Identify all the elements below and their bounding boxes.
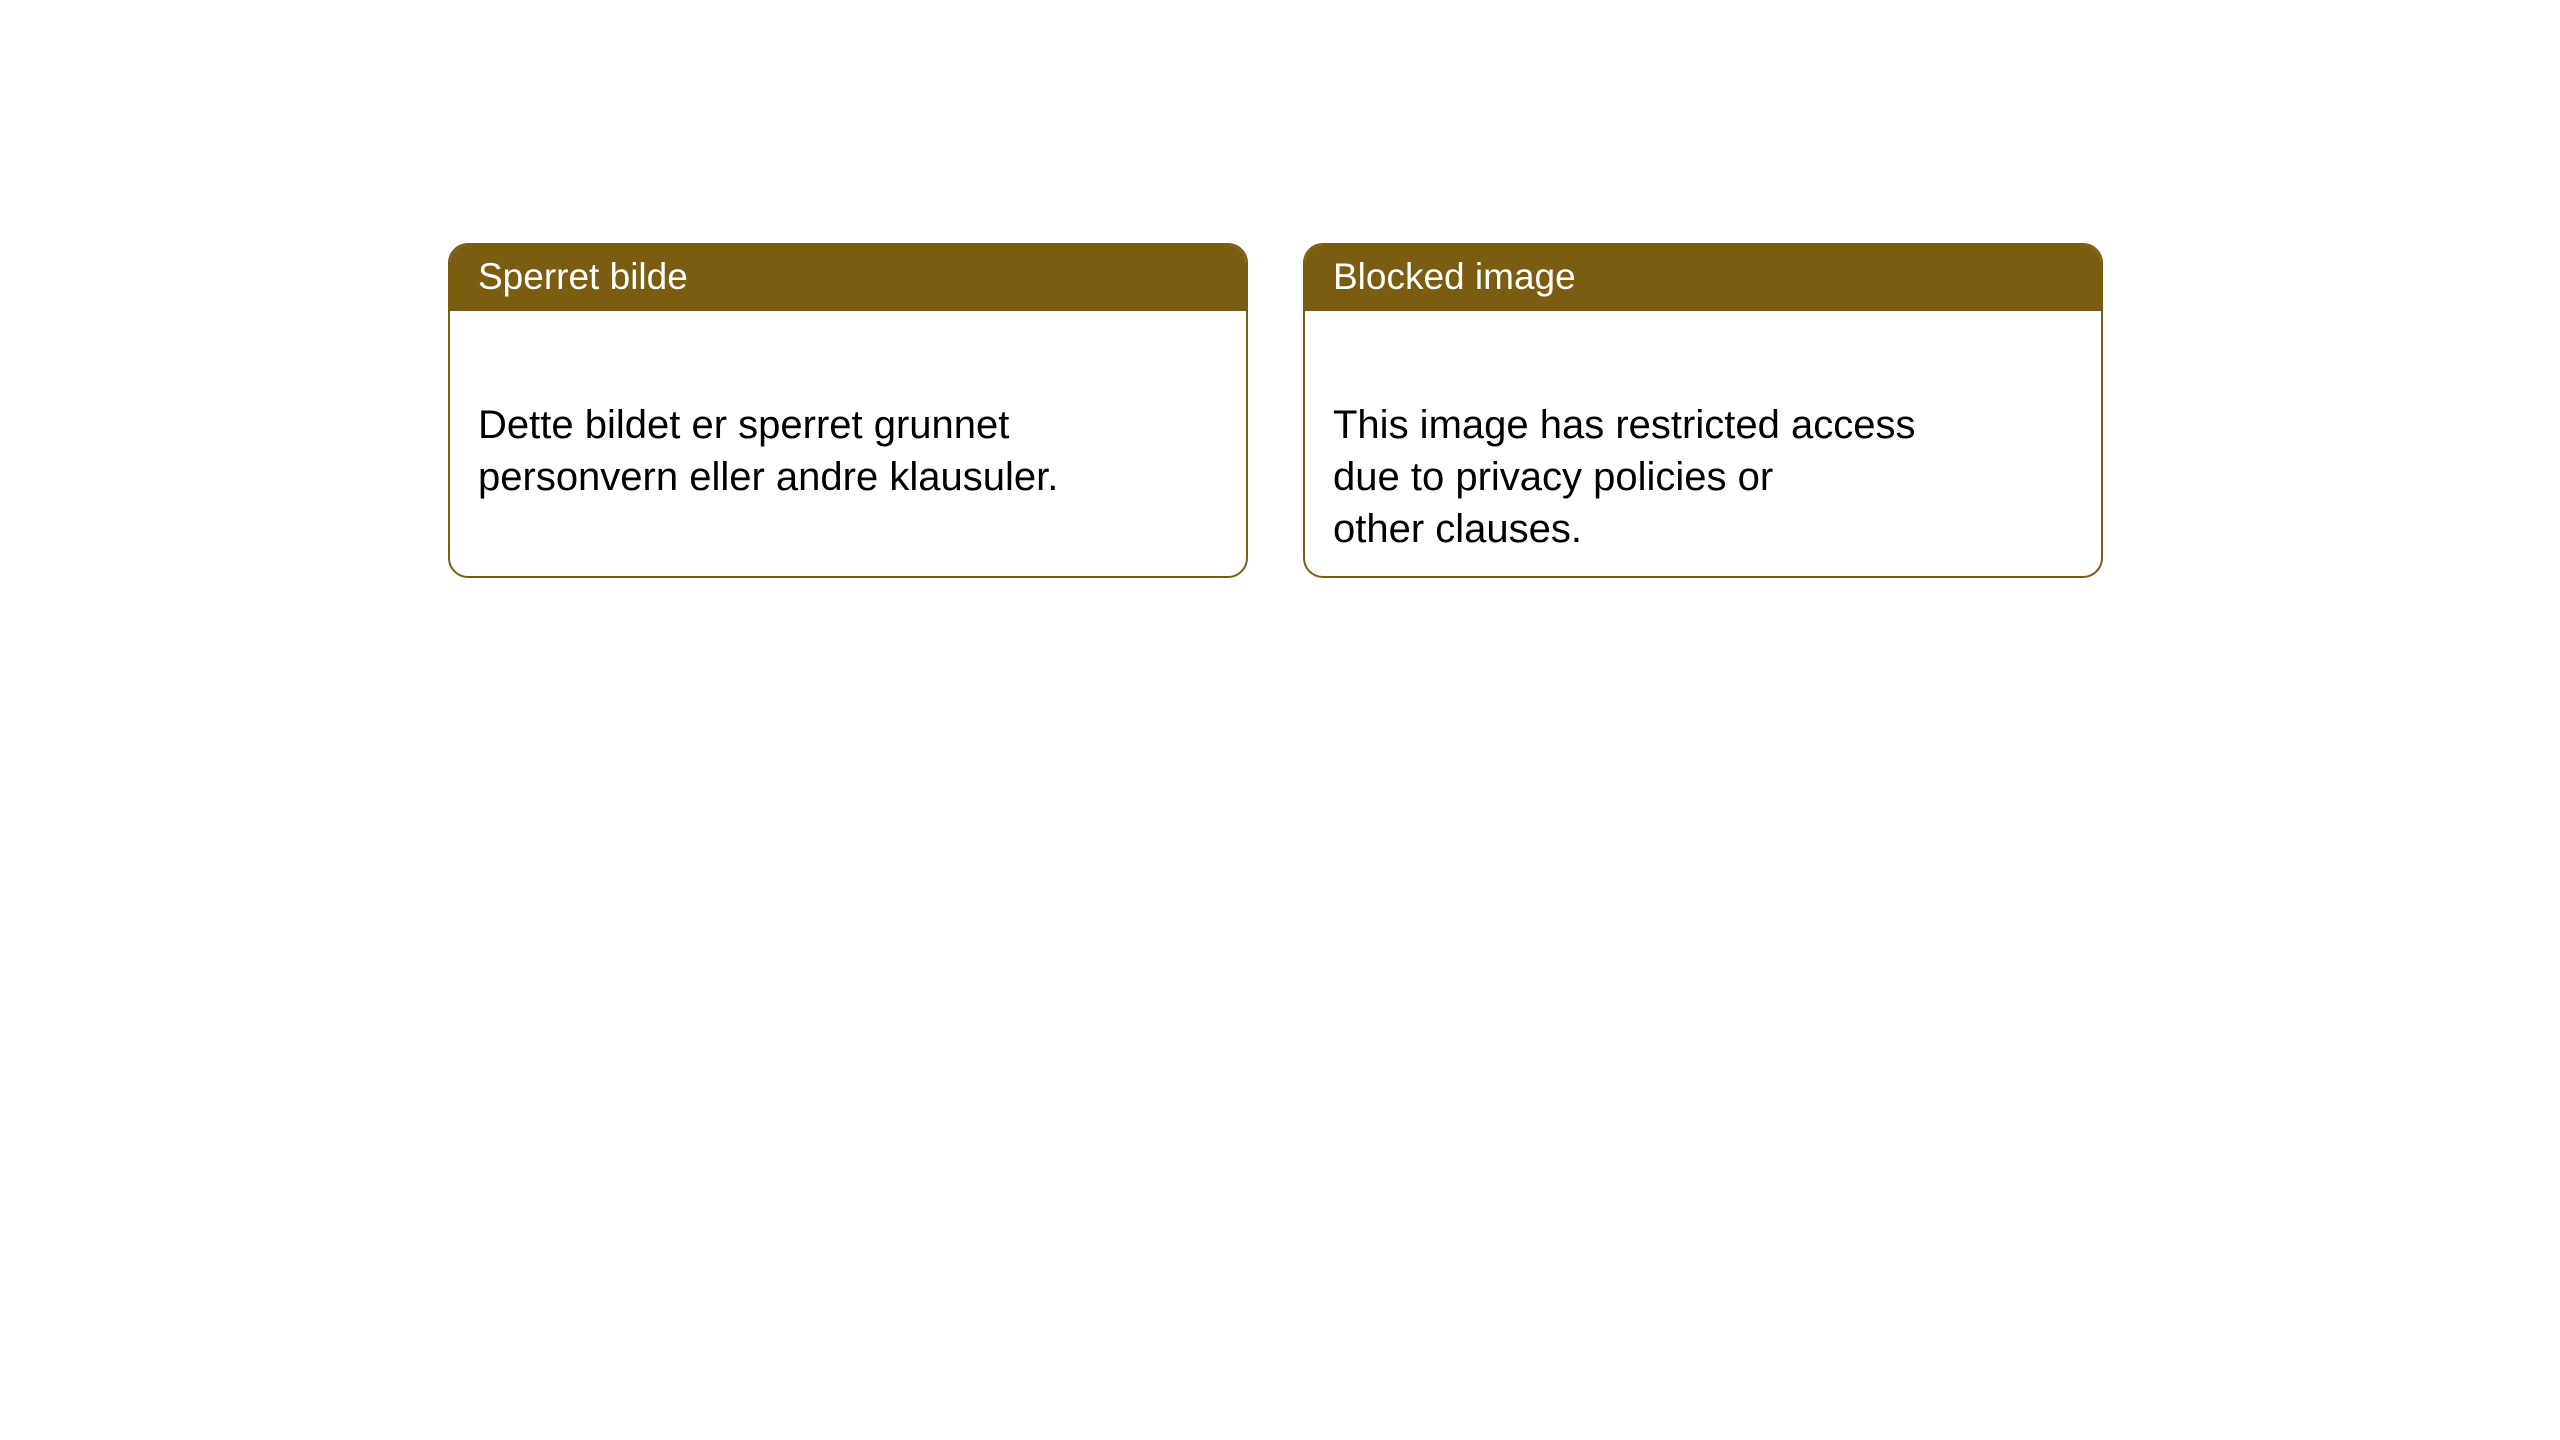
notice-text: This image has restricted access due to … bbox=[1333, 403, 1915, 551]
notice-title: Sperret bilde bbox=[478, 256, 688, 297]
notice-card-english: Blocked image This image has restricted … bbox=[1303, 243, 2103, 578]
notice-card-norwegian: Sperret bilde Dette bildet er sperret gr… bbox=[448, 243, 1248, 578]
notice-header: Blocked image bbox=[1305, 245, 2101, 311]
notice-header: Sperret bilde bbox=[450, 245, 1246, 311]
notice-body: This image has restricted access due to … bbox=[1305, 311, 2101, 578]
notice-text: Dette bildet er sperret grunnet personve… bbox=[478, 403, 1058, 499]
notice-body: Dette bildet er sperret grunnet personve… bbox=[450, 311, 1246, 539]
notice-title: Blocked image bbox=[1333, 256, 1576, 297]
notice-container: Sperret bilde Dette bildet er sperret gr… bbox=[0, 0, 2560, 578]
